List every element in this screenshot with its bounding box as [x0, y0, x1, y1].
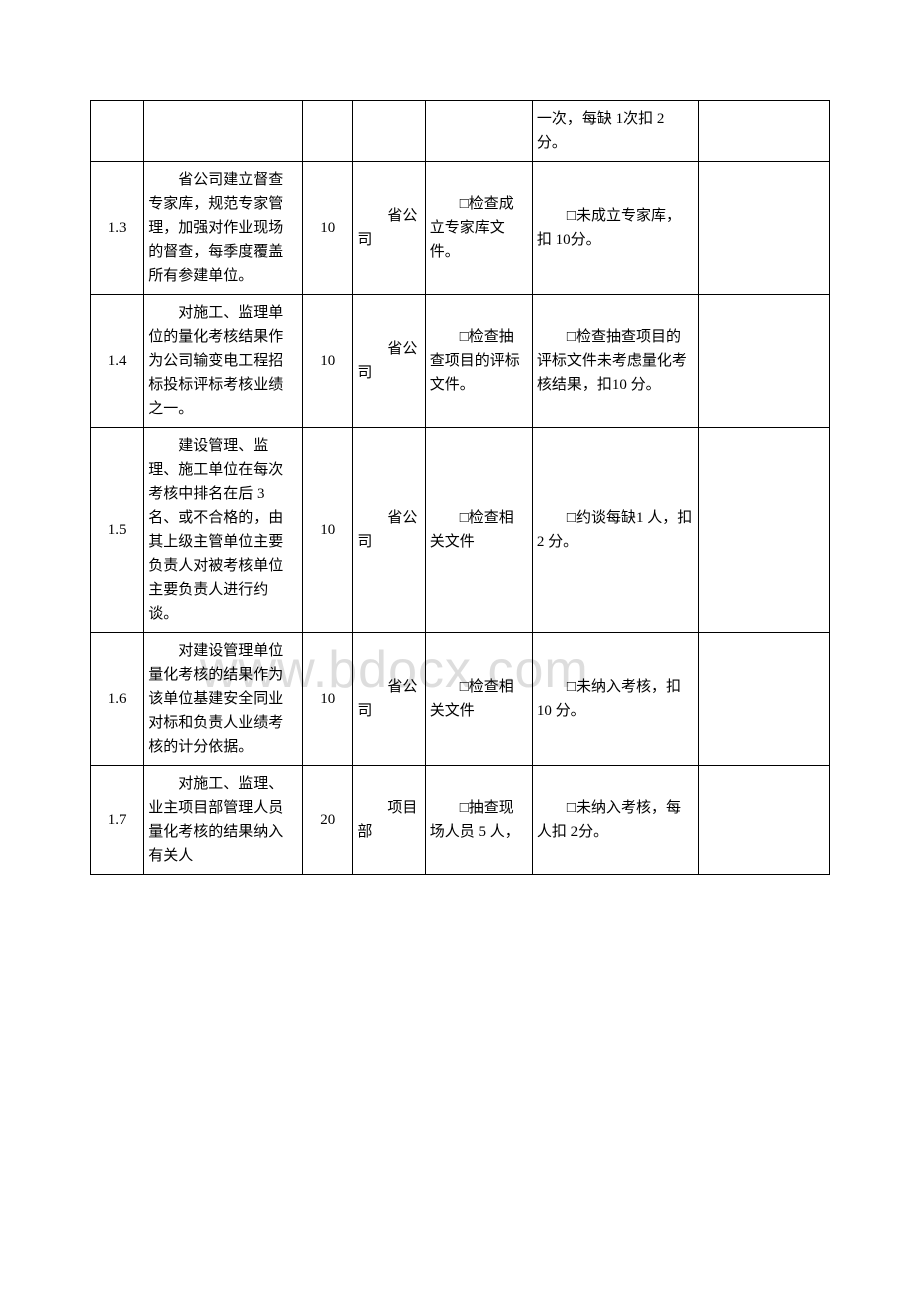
table-cell: 对施工、监理单位的量化考核结果作为公司输变电工程招标投标评标考核业绩之一。: [144, 295, 303, 428]
table-cell: □检查相关文件: [425, 633, 532, 766]
cell-text: □检查成立专家库文件。: [430, 192, 528, 264]
table-cell: □检查抽查项目的评标文件。: [425, 295, 532, 428]
cell-text: □检查抽查项目的评标文件未考虑量化考核结果，扣10 分。: [537, 325, 694, 397]
table-cell: □未纳入考核，每人扣 2分。: [532, 766, 698, 875]
cell-text: □未成立专家库，扣 10分。: [537, 204, 694, 252]
table-cell: [91, 101, 144, 162]
cell-text: 建设管理、监理、施工单位在每次考核中排名在后 3 名、或不合格的，由其上级主管单…: [148, 434, 298, 626]
table-cell: 省公司: [353, 162, 425, 295]
table-cell: □约谈每缺1 人，扣 2 分。: [532, 428, 698, 633]
table-cell: 一次，每缺 1次扣 2 分。: [532, 101, 698, 162]
table-cell: [144, 101, 303, 162]
table-cell: 对施工、监理、业主项目部管理人员量化考核的结果纳入有关人: [144, 766, 303, 875]
table-cell: 1.7: [91, 766, 144, 875]
table-cell: 10: [303, 428, 353, 633]
table-cell: 省公司: [353, 428, 425, 633]
cell-text: 省公司: [357, 675, 420, 723]
cell-text: □约谈每缺1 人，扣 2 分。: [537, 506, 694, 554]
table-container: 一次，每缺 1次扣 2 分。1.3省公司建立督查专家库，规范专家管理，加强对作业…: [90, 100, 830, 875]
cell-text: 项目部: [357, 796, 420, 844]
cell-text: 省公司: [357, 337, 420, 385]
cell-text: □抽查现场人员 5 人，: [430, 796, 528, 844]
table-cell: □检查成立专家库文件。: [425, 162, 532, 295]
table-row: 1.6对建设管理单位量化考核的结果作为该单位基建安全同业对标和负责人业绩考核的计…: [91, 633, 830, 766]
table-cell: 1.4: [91, 295, 144, 428]
table-cell: [699, 633, 830, 766]
table-cell: □抽查现场人员 5 人，: [425, 766, 532, 875]
table-row: 1.7对施工、监理、业主项目部管理人员量化考核的结果纳入有关人20项目部□抽查现…: [91, 766, 830, 875]
table-cell: 省公司: [353, 295, 425, 428]
cell-text: 对施工、监理单位的量化考核结果作为公司输变电工程招标投标评标考核业绩之一。: [148, 301, 298, 421]
table-cell: □未成立专家库，扣 10分。: [532, 162, 698, 295]
table-row: 1.5建设管理、监理、施工单位在每次考核中排名在后 3 名、或不合格的，由其上级…: [91, 428, 830, 633]
table-cell: 省公司: [353, 633, 425, 766]
table-cell: □检查抽查项目的评标文件未考虑量化考核结果，扣10 分。: [532, 295, 698, 428]
table-cell: [425, 101, 532, 162]
table-row: 一次，每缺 1次扣 2 分。: [91, 101, 830, 162]
table-cell: [699, 428, 830, 633]
table-row: 1.4对施工、监理单位的量化考核结果作为公司输变电工程招标投标评标考核业绩之一。…: [91, 295, 830, 428]
table-cell: [699, 295, 830, 428]
table-cell: 10: [303, 295, 353, 428]
cell-text: 对建设管理单位量化考核的结果作为该单位基建安全同业对标和负责人业绩考核的计分依据…: [148, 639, 298, 759]
table-cell: □未纳入考核，扣 10 分。: [532, 633, 698, 766]
table-cell: 1.6: [91, 633, 144, 766]
table-cell: [699, 101, 830, 162]
table-cell: 1.3: [91, 162, 144, 295]
cell-text: □检查相关文件: [430, 675, 528, 723]
cell-text: 省公司: [357, 506, 420, 554]
table-cell: [353, 101, 425, 162]
table-cell: 1.5: [91, 428, 144, 633]
table-body: 一次，每缺 1次扣 2 分。1.3省公司建立督查专家库，规范专家管理，加强对作业…: [91, 101, 830, 875]
table-cell: 项目部: [353, 766, 425, 875]
table-cell: 10: [303, 633, 353, 766]
cell-text: □检查相关文件: [430, 506, 528, 554]
cell-text: □检查抽查项目的评标文件。: [430, 325, 528, 397]
table-cell: □检查相关文件: [425, 428, 532, 633]
cell-text: 对施工、监理、业主项目部管理人员量化考核的结果纳入有关人: [148, 772, 298, 868]
assessment-table: 一次，每缺 1次扣 2 分。1.3省公司建立督查专家库，规范专家管理，加强对作业…: [90, 100, 830, 875]
table-cell: 省公司建立督查专家库，规范专家管理，加强对作业现场的督查，每季度覆盖所有参建单位…: [144, 162, 303, 295]
table-cell: 10: [303, 162, 353, 295]
table-row: 1.3省公司建立督查专家库，规范专家管理，加强对作业现场的督查，每季度覆盖所有参…: [91, 162, 830, 295]
cell-text: □未纳入考核，扣 10 分。: [537, 675, 694, 723]
table-cell: 20: [303, 766, 353, 875]
cell-text: 省公司: [357, 204, 420, 252]
table-cell: [699, 162, 830, 295]
table-cell: [303, 101, 353, 162]
cell-text: 省公司建立督查专家库，规范专家管理，加强对作业现场的督查，每季度覆盖所有参建单位…: [148, 168, 298, 288]
table-cell: 建设管理、监理、施工单位在每次考核中排名在后 3 名、或不合格的，由其上级主管单…: [144, 428, 303, 633]
table-cell: [699, 766, 830, 875]
cell-text: □未纳入考核，每人扣 2分。: [537, 796, 694, 844]
table-cell: 对建设管理单位量化考核的结果作为该单位基建安全同业对标和负责人业绩考核的计分依据…: [144, 633, 303, 766]
